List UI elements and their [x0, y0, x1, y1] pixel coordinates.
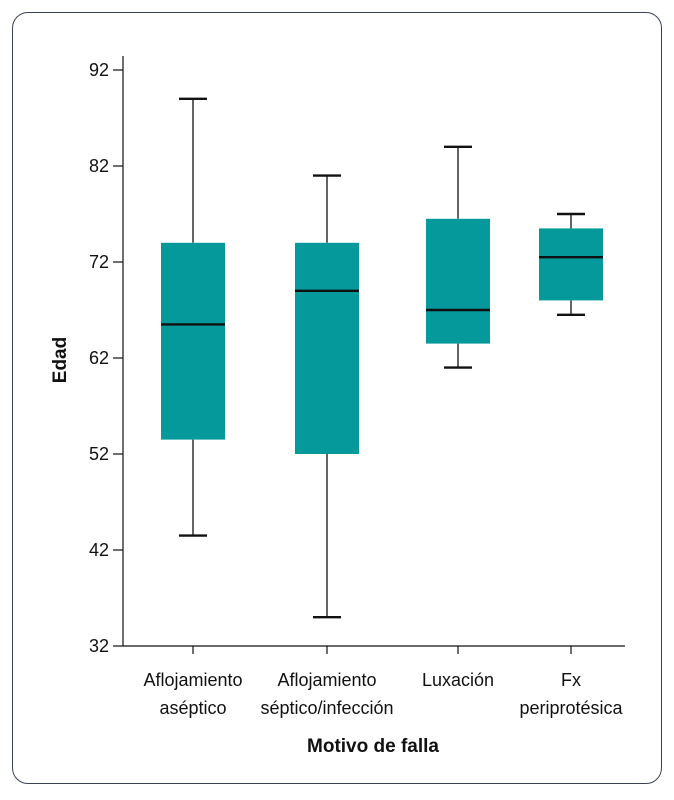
boxes	[161, 97, 603, 619]
labels: 32 42 52 62 72 82 92 Aflojamiento aséptico Afloja…	[89, 60, 624, 718]
y-tick-label: 82	[89, 156, 109, 176]
x-tick-label: Luxación	[422, 670, 494, 690]
x-tick-label: Aflojamiento séptico/infección	[260, 670, 393, 718]
axes	[113, 56, 625, 654]
iqr-box	[539, 228, 603, 301]
x-tick-label: Aflojamiento aséptico	[143, 670, 242, 718]
y-tick-label: 72	[89, 252, 109, 272]
y-tick-label: 32	[89, 636, 109, 656]
y-axis-title: Edad	[50, 337, 71, 383]
iqr-box	[161, 242, 225, 440]
box-group	[295, 174, 359, 619]
box-group	[161, 97, 225, 537]
box-group	[426, 145, 490, 369]
y-tick-label: 42	[89, 540, 109, 560]
y-tick-label: 62	[89, 348, 109, 368]
x-tick-label: Fx periprotésica	[519, 670, 623, 718]
iqr-box	[426, 218, 490, 344]
iqr-box	[295, 242, 359, 454]
box-group	[539, 212, 603, 316]
x-axis-title: Motivo de falla	[307, 736, 439, 757]
y-tick-label: 52	[89, 444, 109, 464]
y-tick-label: 92	[89, 60, 109, 80]
